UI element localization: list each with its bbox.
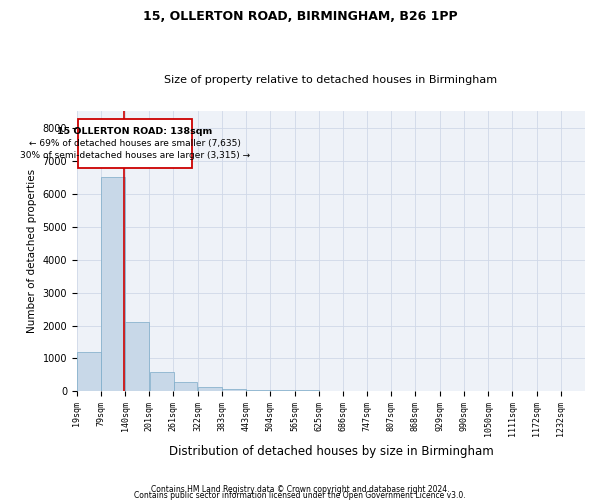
- Bar: [149, 372, 173, 392]
- Bar: [198, 386, 222, 392]
- Text: Contains public sector information licensed under the Open Government Licence v3: Contains public sector information licen…: [134, 490, 466, 500]
- Text: 15, OLLERTON ROAD, BIRMINGHAM, B26 1PP: 15, OLLERTON ROAD, BIRMINGHAM, B26 1PP: [143, 10, 457, 23]
- Bar: [101, 177, 125, 392]
- Title: Size of property relative to detached houses in Birmingham: Size of property relative to detached ho…: [164, 76, 497, 86]
- Bar: [173, 382, 197, 392]
- Text: 30% of semi-detached houses are larger (3,315) →: 30% of semi-detached houses are larger (…: [20, 151, 250, 160]
- Bar: [271, 390, 295, 392]
- X-axis label: Distribution of detached houses by size in Birmingham: Distribution of detached houses by size …: [169, 444, 493, 458]
- Bar: [77, 352, 101, 392]
- Text: Contains HM Land Registry data © Crown copyright and database right 2024.: Contains HM Land Registry data © Crown c…: [151, 484, 449, 494]
- FancyBboxPatch shape: [78, 118, 192, 168]
- Bar: [295, 390, 319, 392]
- Text: ← 69% of detached houses are smaller (7,635): ← 69% of detached houses are smaller (7,…: [29, 138, 241, 147]
- Bar: [222, 389, 246, 392]
- Bar: [125, 322, 149, 392]
- Text: 15 OLLERTON ROAD: 138sqm: 15 OLLERTON ROAD: 138sqm: [58, 126, 212, 136]
- Y-axis label: Number of detached properties: Number of detached properties: [27, 170, 37, 334]
- Bar: [246, 390, 270, 392]
